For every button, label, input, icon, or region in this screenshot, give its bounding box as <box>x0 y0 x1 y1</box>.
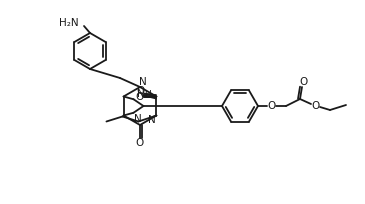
Text: H₂N: H₂N <box>59 18 79 28</box>
Text: O: O <box>136 138 144 148</box>
Text: O: O <box>137 86 145 96</box>
Text: O: O <box>268 101 276 111</box>
Text: N: N <box>137 89 145 99</box>
Text: O: O <box>135 92 143 102</box>
Text: N: N <box>147 114 155 124</box>
Text: N: N <box>134 114 141 124</box>
Text: N: N <box>139 77 147 87</box>
Text: H: H <box>144 90 151 99</box>
Text: O: O <box>300 77 308 87</box>
Text: O: O <box>312 101 320 111</box>
